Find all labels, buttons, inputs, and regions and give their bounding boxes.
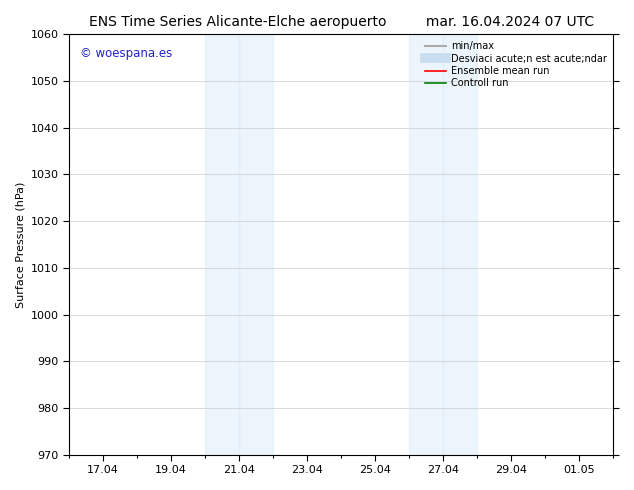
Text: © woespana.es: © woespana.es xyxy=(80,47,172,60)
Legend: min/max, Desviaci acute;n est acute;ndar, Ensemble mean run, Controll run: min/max, Desviaci acute;n est acute;ndar… xyxy=(423,39,609,90)
Bar xyxy=(410,34,443,455)
Y-axis label: Surface Pressure (hPa): Surface Pressure (hPa) xyxy=(15,181,25,308)
Bar xyxy=(205,34,239,455)
Bar xyxy=(443,34,477,455)
Bar xyxy=(239,34,273,455)
Title: ENS Time Series Alicante-Elche aeropuerto         mar. 16.04.2024 07 UTC: ENS Time Series Alicante-Elche aeropuert… xyxy=(89,15,594,29)
